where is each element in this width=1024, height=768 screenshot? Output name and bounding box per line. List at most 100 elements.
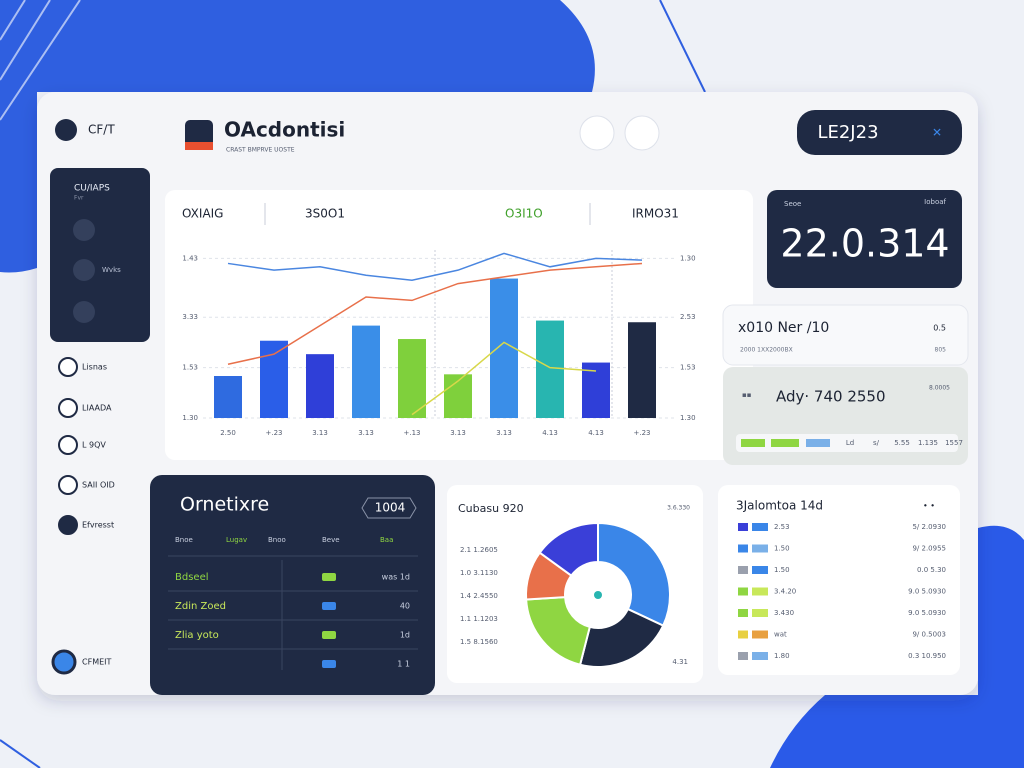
list-swatch <box>738 523 748 531</box>
brand-icon <box>55 119 77 141</box>
trend-line <box>411 341 597 416</box>
list-label: 2.53 <box>774 523 790 531</box>
y2-tick-label: 2.53 <box>680 313 696 321</box>
legend-text: 5.55 <box>894 439 910 447</box>
info-sub: 2000 1XX2000BX <box>740 347 793 354</box>
table-cell: was 1d <box>382 573 410 582</box>
menu-item[interactable]: L 9QV <box>82 441 106 450</box>
info-card <box>722 304 969 366</box>
list-value: 5/ 2.0930 <box>912 523 946 531</box>
icon-button[interactable] <box>579 115 615 151</box>
donut-legend: 1.0 3.1130 <box>460 569 498 577</box>
list-swatch <box>738 630 748 639</box>
progress-title: Ady· 740 2550 <box>776 388 886 406</box>
y-tick-label: 1.30 <box>182 414 198 422</box>
list-label: 1.50 <box>774 545 790 553</box>
y2-tick-label: 1.53 <box>680 364 696 372</box>
menu-icon[interactable] <box>58 515 78 535</box>
bg-line <box>0 739 41 768</box>
donut-corner: 3.6.330 <box>667 505 690 512</box>
bar <box>214 376 242 418</box>
list-menu[interactable]: • • <box>923 502 935 511</box>
table-header: Bnoe <box>175 536 193 544</box>
menu-icon[interactable] <box>58 357 78 377</box>
donut-title: Cubasu 920 <box>458 502 524 515</box>
logo-accent <box>185 142 213 150</box>
x-tick-label: 3.13 <box>496 429 512 437</box>
list-label: 3.430 <box>774 609 794 617</box>
list-swatch <box>752 523 768 531</box>
bar <box>398 339 426 418</box>
list-swatch <box>752 566 768 574</box>
orders-card <box>150 475 435 695</box>
stat-unit: Ioboaf <box>924 198 946 206</box>
y2-tick-label: 1.30 <box>680 414 696 422</box>
table-header: Bnoo <box>268 536 286 544</box>
y2-tick-label: 1.30 <box>680 254 696 262</box>
bar-chart: OXIAIG 3S0O1 O3I1O IRMO31 1.30 1.53 3.33 1.43 1.… <box>182 203 696 437</box>
list-swatch <box>752 587 768 596</box>
bar <box>260 340 288 418</box>
menu-item[interactable]: Efvresst <box>82 521 114 530</box>
chart-header: OXIAIG <box>182 207 223 221</box>
x-tick-label: 3.13 <box>450 429 466 437</box>
menu-item[interactable]: LIAADA <box>82 404 112 413</box>
panel-icon[interactable] <box>73 259 95 281</box>
sidebar-panel <box>50 168 150 342</box>
list-swatch <box>752 652 768 660</box>
list-label: 1.80 <box>774 652 790 660</box>
chart-card <box>165 190 753 460</box>
footer-icon[interactable] <box>51 649 77 675</box>
close-icon[interactable]: ✕ <box>932 126 942 140</box>
panel-icon[interactable] <box>73 219 95 241</box>
menu-item[interactable]: SAII OID <box>82 481 115 490</box>
list-swatch <box>738 609 748 617</box>
orders-badge: 1004 <box>375 501 406 515</box>
menu-icon[interactable] <box>58 435 78 455</box>
x-tick-label: 2.50 <box>220 429 236 437</box>
list-swatch <box>738 566 748 574</box>
list-swatch <box>752 609 768 617</box>
sidebar-menu: Lisnas LIAADA L 9QV SAII OID Efvresst <box>58 357 115 535</box>
donut-legend: 1.5 8.1560 <box>460 638 498 646</box>
progress-track <box>736 434 958 452</box>
bar <box>628 322 656 418</box>
bg-shape <box>770 525 1024 768</box>
progress-chip <box>806 439 830 447</box>
progress-chip <box>741 439 765 447</box>
panel-item: Wvks <box>102 266 121 274</box>
header-badge[interactable] <box>797 110 962 155</box>
list-value: 9/ 2.0955 <box>912 545 946 553</box>
table-header: Baa <box>380 536 393 544</box>
menu-icon[interactable] <box>58 398 78 418</box>
orders-title: Ornetixre <box>180 494 269 516</box>
y-tick-label: 1.53 <box>182 364 198 372</box>
list-swatch <box>752 630 768 639</box>
sidebar-footer: CFMEIT <box>82 658 112 667</box>
icon-button[interactable] <box>624 115 660 151</box>
panel-icon[interactable] <box>73 301 95 323</box>
orders-badge-frame <box>361 497 417 519</box>
legend-text: 1.135 <box>918 439 938 447</box>
progress-corner: 8.0005 <box>929 385 950 392</box>
donut-chart: Cubasu 920 3.6.330 4.31 2.1 1.2605 1.0 3.113… <box>458 502 690 668</box>
stat-value: 22.0.314 <box>780 222 949 266</box>
menu-icon[interactable] <box>58 475 78 495</box>
info-right: 0.5 <box>933 324 946 333</box>
info-title: x010 Ner /10 <box>738 320 829 336</box>
table-cell: Zdin Zoed <box>175 601 226 612</box>
list-value: 9.0 5.0930 <box>908 588 946 596</box>
x-tick-label: +.23 <box>266 429 283 437</box>
menu-item[interactable]: Lisnas <box>82 363 107 372</box>
y-tick-label: 1.43 <box>182 254 198 262</box>
progress-icon: ▪▪ <box>742 391 752 399</box>
list-value: 0.0 5.30 <box>917 566 946 574</box>
app-subtitle: CRAST BMPRVE UOSTE <box>226 147 295 154</box>
x-tick-label: +.13 <box>404 429 421 437</box>
table-cell: 1 1 <box>397 660 410 669</box>
chart-header: O3I1O <box>505 207 543 221</box>
donut-legend: 1.1 1.1203 <box>460 615 498 623</box>
chart-header: IRMO31 <box>632 207 679 221</box>
